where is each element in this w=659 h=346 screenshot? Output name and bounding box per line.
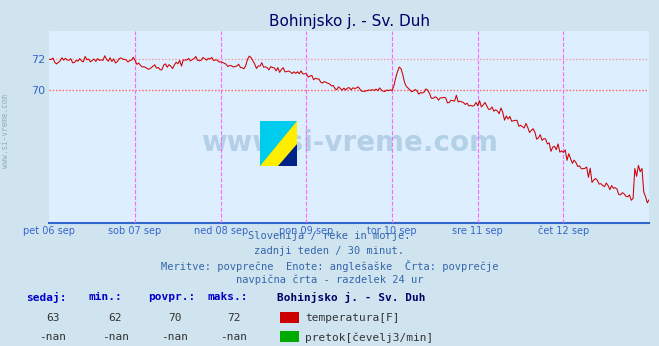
Text: Meritve: povprečne  Enote: anglešaške  Črta: povprečje: Meritve: povprečne Enote: anglešaške Črt… — [161, 260, 498, 272]
Text: navpična črta - razdelek 24 ur: navpična črta - razdelek 24 ur — [236, 275, 423, 285]
Text: -nan: -nan — [221, 332, 247, 342]
Text: 72: 72 — [227, 313, 241, 323]
Text: povpr.:: povpr.: — [148, 292, 196, 302]
Text: -nan: -nan — [102, 332, 129, 342]
Polygon shape — [260, 121, 297, 166]
Text: www.si-vreme.com: www.si-vreme.com — [1, 94, 10, 169]
Text: Slovenija / reke in morje.: Slovenija / reke in morje. — [248, 231, 411, 241]
Text: 62: 62 — [109, 313, 122, 323]
Text: 63: 63 — [46, 313, 59, 323]
Text: zadnji teden / 30 minut.: zadnji teden / 30 minut. — [254, 246, 405, 256]
Polygon shape — [279, 144, 297, 166]
Polygon shape — [260, 121, 297, 166]
Text: temperatura[F]: temperatura[F] — [305, 313, 399, 323]
Text: 70: 70 — [168, 313, 181, 323]
Text: sedaj:: sedaj: — [26, 292, 67, 303]
Text: Bohinjsko j. - Sv. Duh: Bohinjsko j. - Sv. Duh — [277, 292, 425, 303]
Title: Bohinjsko j. - Sv. Duh: Bohinjsko j. - Sv. Duh — [269, 13, 430, 29]
Text: -nan: -nan — [40, 332, 66, 342]
Text: -nan: -nan — [161, 332, 188, 342]
Text: pretok[čevelj3/min]: pretok[čevelj3/min] — [305, 332, 434, 343]
Text: www.si-vreme.com: www.si-vreme.com — [201, 128, 498, 156]
Text: maks.:: maks.: — [208, 292, 248, 302]
Text: min.:: min.: — [89, 292, 123, 302]
